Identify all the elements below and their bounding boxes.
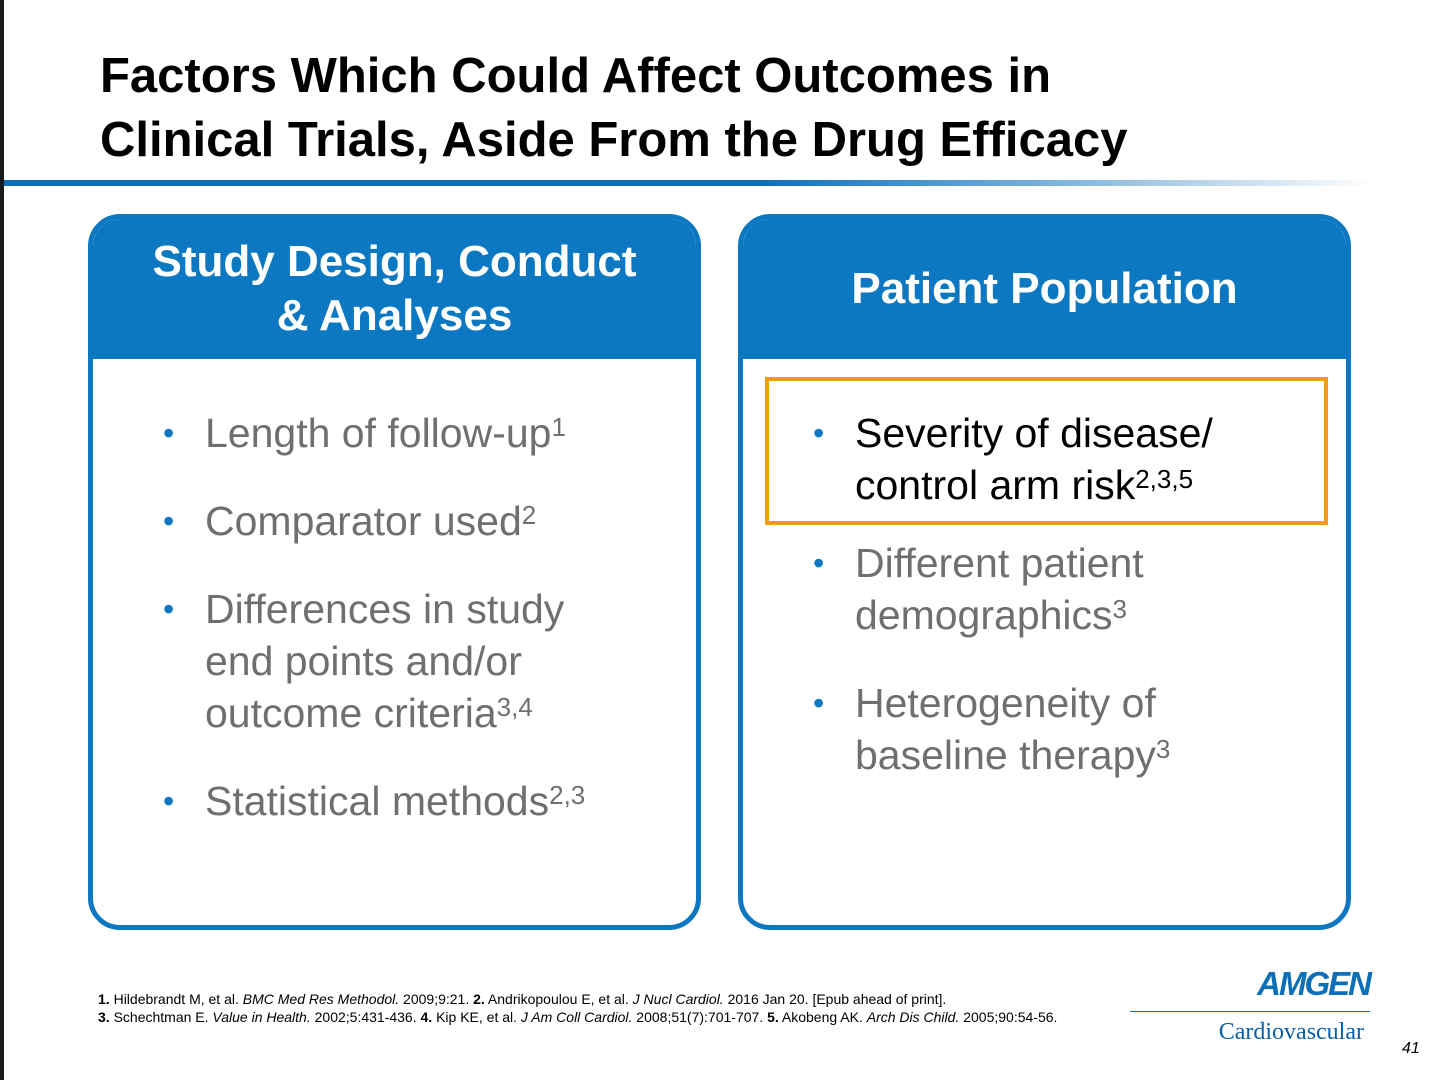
reference-line: 3. Schechtman E. Value in Health. 2002;5…: [98, 1008, 1108, 1026]
list-item: • Heterogeneity of baseline therapy3: [743, 677, 1346, 781]
item-text: outcome criteria: [205, 690, 497, 736]
item-text: baseline therapy: [855, 732, 1156, 778]
study-design-card-header: Study Design, Conduct & Analyses: [93, 219, 696, 359]
list-item: • Differences in study end points and/or…: [93, 583, 696, 739]
item-text: end points and/or: [205, 638, 522, 684]
ref-journal: J Am Coll Cardiol.: [520, 1009, 633, 1025]
list-item-highlighted: • Severity of disease/ control arm risk2…: [743, 407, 1346, 511]
item-text: Length of follow-up: [205, 410, 552, 456]
slide-title: Factors Which Could Affect Outcomes in C…: [100, 44, 1400, 172]
ref-detail: 2008;51(7):701-707.: [632, 1009, 768, 1025]
ref-detail: 2016 Jan 20. [Epub ahead of print].: [723, 991, 947, 1007]
slide-title-line-2: Clinical Trials, Aside From the Drug Eff…: [100, 113, 1128, 167]
ref-detail: 2009;9:21.: [399, 991, 474, 1007]
ref-number: 1.: [98, 991, 110, 1007]
bullet-icon: •: [813, 415, 825, 451]
item-text: Statistical methods: [205, 778, 550, 824]
citation-superscript: 3,4: [496, 692, 533, 722]
slide-title-line-1: Factors Which Could Affect Outcomes in: [100, 49, 1052, 103]
item-text: Heterogeneity of: [855, 680, 1156, 726]
title-divider: [4, 180, 1374, 186]
list-item: • Statistical methods2,3: [93, 775, 696, 827]
item-text: control arm risk: [855, 462, 1136, 508]
ref-journal: BMC Med Res Methodol.: [242, 991, 400, 1007]
ref-author: Schechtman E.: [109, 1009, 213, 1025]
reference-line: 1. Hildebrandt M, et al. BMC Med Res Met…: [98, 990, 1108, 1008]
bullet-icon: •: [813, 685, 825, 721]
ref-number: 4.: [420, 1009, 433, 1025]
bullet-icon: •: [163, 783, 175, 819]
bullet-icon: •: [163, 591, 175, 627]
list-item: • Comparator used2: [93, 495, 696, 547]
item-text: Different patient: [855, 540, 1144, 586]
ref-journal: Arch Dis Child.: [866, 1009, 960, 1025]
ref-number: 2.: [473, 991, 485, 1007]
ref-journal: Value in Health.: [212, 1009, 311, 1025]
list-item: • Length of follow-up1: [93, 407, 696, 459]
ref-detail: 2002;5:431-436.: [310, 1009, 421, 1025]
citation-superscript: 3: [1155, 734, 1171, 764]
study-design-heading-line-1: Study Design, Conduct: [152, 237, 637, 286]
patient-population-card: Patient Population • Severity of disease…: [738, 214, 1351, 930]
bullet-icon: •: [163, 503, 175, 539]
ref-author: Andrikopoulou E, et al.: [484, 991, 633, 1007]
study-design-card: Study Design, Conduct & Analyses • Lengt…: [88, 214, 701, 930]
highlight-box: [765, 377, 1328, 525]
citation-superscript: 1: [551, 412, 566, 442]
ref-author: Akobeng AK.: [778, 1009, 867, 1025]
item-text: Severity of disease/: [855, 410, 1213, 456]
ref-number: 5.: [767, 1009, 779, 1025]
ref-journal: J Nucl Cardiol.: [632, 991, 724, 1007]
references: 1. Hildebrandt M, et al. BMC Med Res Met…: [98, 990, 1108, 1026]
item-text: Comparator used: [205, 498, 522, 544]
amgen-wordmark: AMGEN: [1257, 965, 1372, 1002]
page-number: 41: [1402, 1040, 1420, 1057]
patient-population-card-header: Patient Population: [743, 219, 1346, 359]
item-text: demographics: [855, 592, 1113, 638]
ref-author: Hildebrandt M, et al.: [109, 991, 243, 1007]
patient-population-heading: Patient Population: [851, 264, 1238, 313]
amgen-cardiovascular-logo: AMGEN Cardiovascular: [1130, 965, 1372, 1050]
study-design-list: • Length of follow-up1 • Comparator used…: [93, 407, 696, 863]
study-design-heading-line-2: & Analyses: [276, 291, 513, 340]
logo-divider: [1130, 1011, 1370, 1012]
patient-population-list: • Severity of disease/ control arm risk2…: [743, 407, 1346, 817]
citation-superscript: 2,3,5: [1135, 464, 1194, 494]
ref-number: 3.: [98, 1009, 110, 1025]
item-text: Differences in study: [205, 586, 565, 632]
left-edge-bar: [0, 0, 4, 1080]
citation-superscript: 2: [521, 500, 537, 530]
ref-author: Kip KE, et al.: [432, 1009, 521, 1025]
citation-superscript: 3: [1112, 594, 1127, 624]
list-item: • Different patient demographics3: [743, 537, 1346, 641]
logo-subtitle: Cardiovascular: [1218, 1019, 1364, 1045]
ref-detail: 2005;90:54-56.: [959, 1009, 1058, 1025]
bullet-icon: •: [163, 415, 175, 451]
citation-superscript: 2,3: [549, 780, 586, 810]
bullet-icon: •: [813, 545, 825, 581]
